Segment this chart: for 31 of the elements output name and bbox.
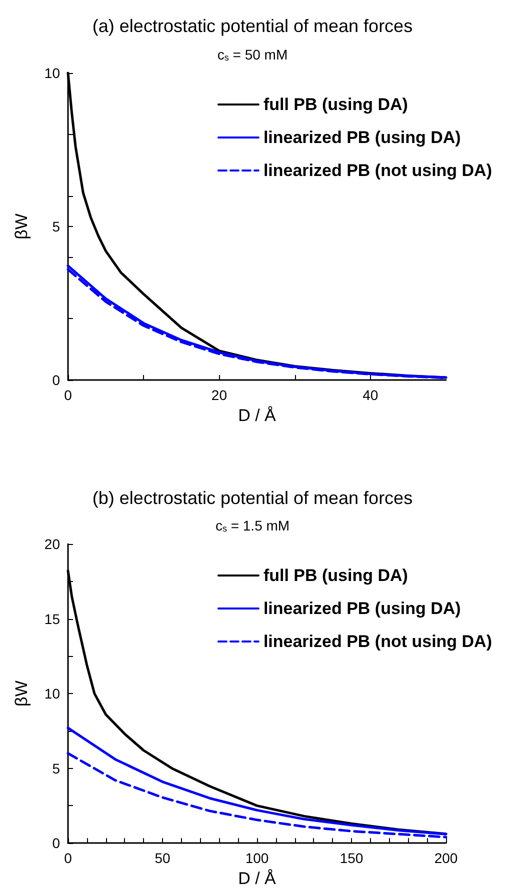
x-axis-title: D / Å bbox=[238, 406, 277, 425]
x-tick-label: 100 bbox=[245, 850, 269, 866]
legend-label: linearized PB (not using DA) bbox=[263, 632, 492, 651]
chart-subtitle: cs = 50 mM bbox=[217, 46, 288, 62]
x-tick-label: 20 bbox=[211, 387, 228, 403]
y-tick-label: 5 bbox=[52, 760, 60, 776]
line-series bbox=[66, 726, 448, 836]
x-tick-label: 150 bbox=[340, 850, 364, 866]
legend-label: linearized PB (not using DA) bbox=[263, 161, 492, 180]
legend-label: full PB (using DA) bbox=[263, 566, 408, 585]
legend-label: full PB (using DA) bbox=[263, 95, 408, 114]
y-tick-label: 10 bbox=[44, 686, 60, 702]
x-tick-label: 50 bbox=[154, 850, 170, 866]
x-tick-label: 0 bbox=[64, 850, 72, 866]
chart-title: (a) electrostatic potential of mean forces bbox=[92, 16, 413, 36]
x-tick-label: 0 bbox=[64, 387, 72, 403]
y-tick-label: 15 bbox=[44, 610, 60, 627]
y-tick-label: 5 bbox=[52, 218, 60, 234]
y-tick-label: 0 bbox=[52, 835, 60, 852]
y-tick-label: 10 bbox=[44, 65, 60, 81]
x-tick-label: 40 bbox=[362, 387, 378, 403]
x-tick-label: 200 bbox=[434, 850, 458, 866]
legend-label: linearized PB (using DA) bbox=[263, 599, 461, 618]
y-axis-title: βW bbox=[12, 680, 31, 706]
y-axis-title: βW bbox=[12, 214, 31, 240]
chart-title: (b) electrostatic potential of mean forces bbox=[92, 488, 413, 508]
y-tick-label: 0 bbox=[52, 372, 60, 388]
legend-label: linearized PB (using DA) bbox=[263, 128, 461, 147]
x-axis-title: D / Å bbox=[238, 869, 277, 888]
chart-subtitle: cs = 1.5 mM bbox=[215, 518, 290, 534]
y-tick-label: 20 bbox=[44, 536, 60, 552]
